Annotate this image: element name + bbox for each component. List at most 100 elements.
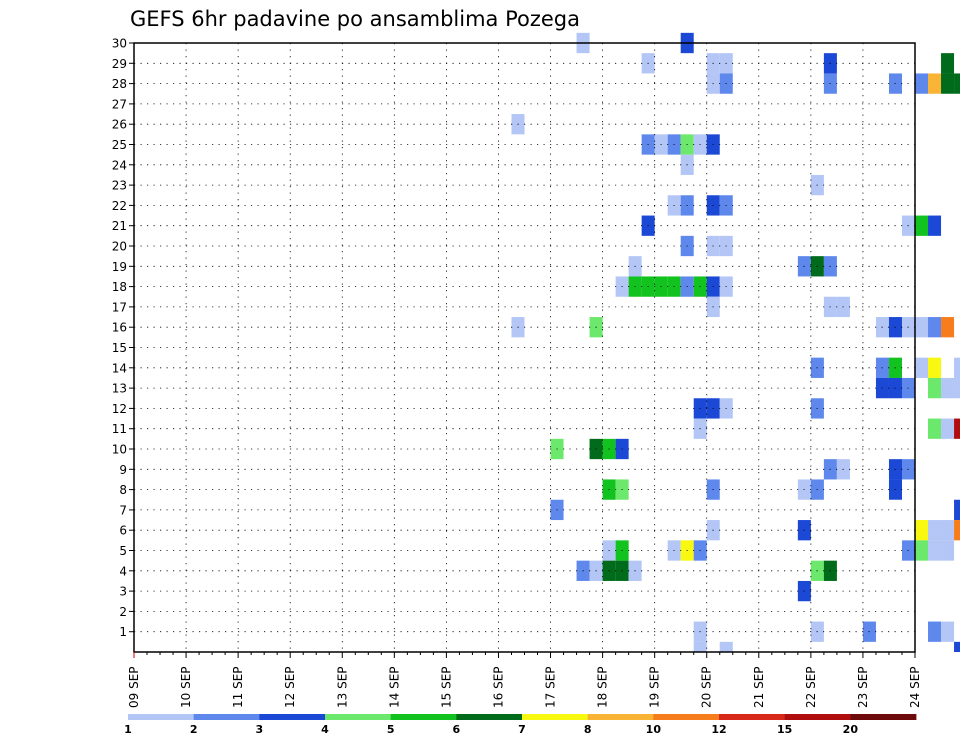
legend-swatch — [325, 714, 392, 720]
y-tick-label: 24 — [112, 158, 127, 172]
x-tick-label: 17 SEP — [544, 666, 558, 708]
legend-label: 6 — [453, 723, 461, 736]
legend-swatch — [193, 714, 260, 720]
heatmap-cell — [954, 377, 960, 399]
heatmap-cell — [954, 357, 960, 378]
heatmap-cell — [954, 520, 960, 541]
y-tick-label: 23 — [112, 179, 127, 193]
y-tick-label: 22 — [112, 199, 127, 213]
y-tick-label: 6 — [119, 524, 127, 538]
x-tick-label: 21 SEP — [752, 666, 766, 708]
y-tick-label: 8 — [119, 483, 127, 497]
legend-label: 12 — [711, 723, 726, 736]
heatmap-cell — [928, 540, 942, 561]
legend-swatch — [719, 714, 786, 720]
heatmap-cell — [915, 357, 929, 378]
legend-swatch — [259, 714, 326, 720]
x-tick-label: 16 SEP — [492, 666, 506, 708]
heatmap-cell — [693, 641, 707, 652]
heatmap-cell — [928, 520, 942, 541]
legend-label: 15 — [777, 723, 792, 736]
heatmap-cell — [928, 73, 942, 94]
y-tick-label: 28 — [112, 77, 127, 91]
x-tick-label: 20 SEP — [700, 666, 714, 708]
heatmap-cell — [928, 377, 942, 399]
legend-swatch — [456, 714, 523, 720]
heatmap-cell — [928, 621, 942, 642]
heatmap-cell — [941, 520, 955, 541]
y-tick-label: 14 — [112, 361, 127, 375]
heatmap-cell — [915, 215, 929, 236]
y-tick-label: 17 — [112, 300, 127, 314]
x-tick-label: 23 SEP — [856, 666, 870, 708]
y-tick-label: 29 — [112, 57, 127, 71]
legend-label: 4 — [321, 723, 329, 736]
x-tick-label: 24 SEP — [908, 666, 922, 708]
heatmap-cell — [941, 317, 955, 338]
legend-label: 2 — [190, 723, 198, 736]
x-tick-label: 18 SEP — [596, 666, 610, 708]
heatmap-cell — [915, 73, 929, 94]
legend-label: 10 — [646, 723, 662, 736]
x-tick-label: 19 SEP — [648, 666, 662, 708]
heatmap-cell — [915, 520, 929, 541]
legend-swatch — [850, 714, 917, 720]
y-tick-label: 15 — [112, 341, 127, 355]
y-tick-label: 16 — [112, 321, 127, 335]
heatmap-cell — [915, 540, 929, 561]
legend-label: 20 — [843, 723, 859, 736]
y-tick-label: 30 — [112, 37, 127, 51]
legend-label: 8 — [584, 723, 592, 736]
y-tick-label: 26 — [112, 118, 127, 132]
heatmap-cell — [941, 621, 955, 642]
legend-label: 3 — [256, 723, 264, 736]
y-tick-label: 9 — [119, 463, 127, 477]
y-tick-label: 5 — [119, 544, 127, 558]
y-tick-label: 25 — [112, 138, 127, 152]
x-tick-label: 12 SEP — [283, 666, 297, 708]
chart-title: GEFS 6hr padavine po ansamblima Pozega — [130, 7, 580, 31]
legend-swatch — [784, 714, 851, 720]
heatmap-cell — [941, 73, 955, 94]
legend-swatch — [587, 714, 654, 720]
heatmap-cell — [928, 215, 942, 236]
y-tick-label: 3 — [119, 585, 127, 599]
x-tick-label: 22 SEP — [804, 666, 818, 708]
y-tick-label: 2 — [119, 605, 127, 619]
y-tick-label: 18 — [112, 280, 127, 294]
y-tick-label: 19 — [112, 260, 127, 274]
legend-swatch — [128, 714, 195, 720]
y-tick-label: 27 — [112, 97, 127, 111]
heatmap-cell — [941, 540, 955, 561]
legend-label: 1 — [124, 723, 132, 736]
heatmap-cell — [941, 418, 955, 439]
y-tick-label: 10 — [112, 443, 127, 457]
y-tick-label: 4 — [119, 564, 127, 578]
legend-label: 7 — [518, 723, 526, 736]
x-tick-label: 13 SEP — [335, 666, 349, 708]
x-tick-label: 15 SEP — [439, 666, 453, 708]
heatmap-cell — [928, 357, 942, 378]
y-tick-label: 7 — [119, 503, 127, 517]
y-tick-label: 21 — [112, 219, 127, 233]
heatmap-cell — [954, 499, 960, 521]
y-tick-label: 20 — [112, 240, 127, 254]
x-tick-label: 14 SEP — [387, 666, 401, 708]
y-tick-label: 1 — [119, 625, 127, 639]
heatmap-cell — [928, 418, 942, 439]
x-tick-label: 11 SEP — [231, 666, 245, 708]
heatmap-cell — [954, 641, 960, 652]
y-tick-label: 11 — [112, 422, 127, 436]
x-tick-label: 10 SEP — [179, 666, 193, 708]
heatmap-cell — [941, 377, 955, 399]
heatmap-cell — [719, 641, 733, 652]
y-tick-label: 12 — [112, 402, 127, 416]
heatmap-cell — [941, 53, 955, 74]
legend-swatch — [653, 714, 720, 720]
y-tick-label: 13 — [112, 382, 127, 396]
heatmap-cell — [954, 73, 960, 94]
legend-label: 5 — [387, 723, 395, 736]
heatmap-cell — [915, 317, 929, 338]
heatmap-cell — [928, 317, 942, 338]
